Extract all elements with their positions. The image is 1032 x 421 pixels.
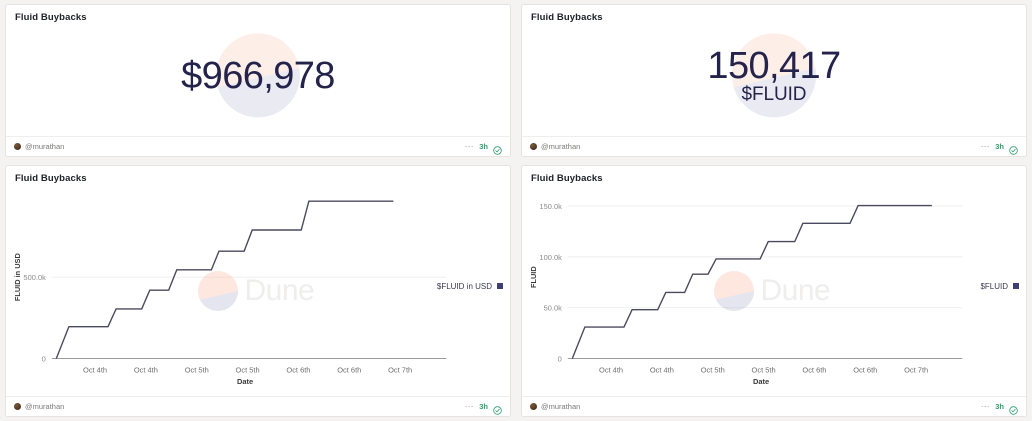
- chart-svg-fluid: 0 50.0k 100.0k 150.0k Oct 4th Oct 4th Oct 5th O…: [529, 202, 963, 386]
- card-chart-fluid[interactable]: Fluid Buybacks 0 50.0k 100.0k 150.0k Oct 4th…: [521, 165, 1027, 417]
- chart-legend-usd[interactable]: $FLUID in USD: [437, 282, 503, 291]
- legend-label: $FLUID: [980, 281, 1008, 291]
- x-tick-label: Oct 5th: [752, 365, 776, 374]
- more-options-icon[interactable]: ⋯: [464, 401, 475, 411]
- chart-svg-usd: 0 500.0k Oct 4th Oct 4th Oct 5th Oct 5th Oct 6…: [13, 200, 447, 386]
- card-footer: @murathan ⋯ 3h: [522, 136, 1026, 156]
- more-options-icon[interactable]: ⋯: [464, 141, 475, 151]
- card-footer: @murathan ⋯ 3h: [522, 396, 1026, 416]
- series-line: [571, 204, 932, 359]
- author-handle[interactable]: @murathan: [541, 142, 581, 151]
- x-tick-label: Oct 7th: [388, 365, 412, 374]
- cell-chart-fluid: Fluid Buybacks 0 50.0k 100.0k 150.0k Oct 4th…: [516, 161, 1032, 421]
- more-options-icon[interactable]: ⋯: [980, 401, 991, 411]
- card-chart-usd[interactable]: Fluid Buybacks 0 500.0k Oct 4th Oct 4th Oct …: [5, 165, 511, 417]
- check-circle-icon[interactable]: [493, 142, 502, 155]
- x-axis-title: Date: [753, 377, 769, 386]
- y-tick-label: 500.0k: [23, 273, 46, 282]
- refresh-age-label: 3h: [479, 142, 488, 151]
- card-title: Fluid Buybacks: [531, 12, 603, 23]
- card-footer: @murathan ⋯ 3h: [6, 396, 510, 416]
- footer-meta: ⋯ 3h: [464, 141, 502, 155]
- cell-counter-usd: Fluid Buybacks $966,978 @murathan ⋯ 3h: [0, 0, 516, 161]
- counter-unit: $FLUID: [741, 84, 807, 106]
- footer-meta: ⋯ 3h: [980, 401, 1018, 415]
- card-title: Fluid Buybacks: [15, 12, 87, 23]
- legend-swatch: [497, 283, 503, 290]
- cell-chart-usd: Fluid Buybacks 0 500.0k Oct 4th Oct 4th Oct …: [0, 161, 516, 421]
- more-options-icon[interactable]: ⋯: [980, 141, 991, 151]
- avatar: [14, 403, 21, 410]
- dune-circle-watermark-icon: [215, 32, 300, 117]
- chart-area-fluid[interactable]: 0 50.0k 100.0k 150.0k Oct 4th Oct 4th Oct 5th O…: [522, 184, 1026, 396]
- author-handle[interactable]: @murathan: [541, 402, 581, 411]
- refresh-age-label: 3h: [995, 142, 1004, 151]
- counter-wrap: $966,978: [181, 32, 335, 117]
- x-tick-label: Oct 5th: [701, 365, 725, 374]
- x-tick-label: Oct 4th: [650, 365, 674, 374]
- x-tick-label: Oct 4th: [134, 365, 158, 374]
- check-circle-icon[interactable]: [1009, 142, 1018, 155]
- counter-wrap: 150,417 $FLUID: [707, 32, 841, 117]
- refresh-age-label: 3h: [479, 402, 488, 411]
- legend-label: $FLUID in USD: [436, 281, 492, 291]
- chart-area-usd[interactable]: 0 500.0k Oct 4th Oct 4th Oct 5th Oct 5th Oct 6…: [6, 184, 510, 396]
- x-tick-label: Oct 4th: [599, 365, 623, 374]
- y-tick-label: 0: [558, 355, 562, 364]
- counter-body: 150,417 $FLUID: [522, 23, 1026, 136]
- x-tick-label: Oct 4th: [83, 365, 107, 374]
- card-counter-usd[interactable]: Fluid Buybacks $966,978 @murathan ⋯ 3h: [5, 4, 511, 157]
- footer-author[interactable]: @murathan: [530, 142, 580, 151]
- y-tick-label: 100.0k: [539, 253, 562, 262]
- counter-value: 150,417: [707, 44, 841, 87]
- chart-legend-fluid[interactable]: $FLUID: [980, 282, 1019, 291]
- x-tick-label: Oct 5th: [185, 365, 209, 374]
- y-tick-label: 50.0k: [544, 304, 563, 313]
- y-tick-label: 0: [42, 355, 46, 364]
- x-tick-label: Oct 6th: [802, 365, 826, 374]
- counter-body: $966,978: [6, 23, 510, 136]
- series-line: [55, 200, 394, 359]
- author-handle[interactable]: @murathan: [25, 402, 65, 411]
- refresh-age-label: 3h: [995, 402, 1004, 411]
- card-title: Fluid Buybacks: [15, 173, 87, 184]
- x-tick-label: Oct 5th: [236, 365, 260, 374]
- author-handle[interactable]: @murathan: [25, 142, 65, 151]
- x-tick-label: Oct 6th: [286, 365, 310, 374]
- y-axis-title: FLUID in USD: [13, 253, 22, 302]
- footer-author[interactable]: @murathan: [530, 402, 580, 411]
- card-counter-fluid[interactable]: Fluid Buybacks 150,417 $FLUID @murathan …: [521, 4, 1027, 157]
- avatar: [14, 143, 21, 150]
- card-footer: @murathan ⋯ 3h: [6, 136, 510, 156]
- x-tick-label: Oct 7th: [904, 365, 928, 374]
- card-title: Fluid Buybacks: [531, 173, 603, 184]
- check-circle-icon[interactable]: [1009, 402, 1018, 415]
- legend-swatch: [1013, 283, 1019, 290]
- avatar: [530, 143, 537, 150]
- y-tick-label: 150.0k: [539, 202, 562, 211]
- counter-value: $966,978: [181, 55, 335, 98]
- y-axis-title: FLUID: [529, 266, 538, 288]
- dune-circle-watermark-icon: [731, 32, 816, 117]
- x-tick-label: Oct 6th: [853, 365, 877, 374]
- footer-meta: ⋯ 3h: [464, 401, 502, 415]
- footer-meta: ⋯ 3h: [980, 141, 1018, 155]
- avatar: [530, 403, 537, 410]
- check-circle-icon[interactable]: [493, 402, 502, 415]
- cell-counter-fluid: Fluid Buybacks 150,417 $FLUID @murathan …: [516, 0, 1032, 161]
- x-tick-label: Oct 6th: [337, 365, 361, 374]
- footer-author[interactable]: @murathan: [14, 402, 64, 411]
- x-axis-title: Date: [237, 377, 253, 386]
- footer-author[interactable]: @murathan: [14, 142, 64, 151]
